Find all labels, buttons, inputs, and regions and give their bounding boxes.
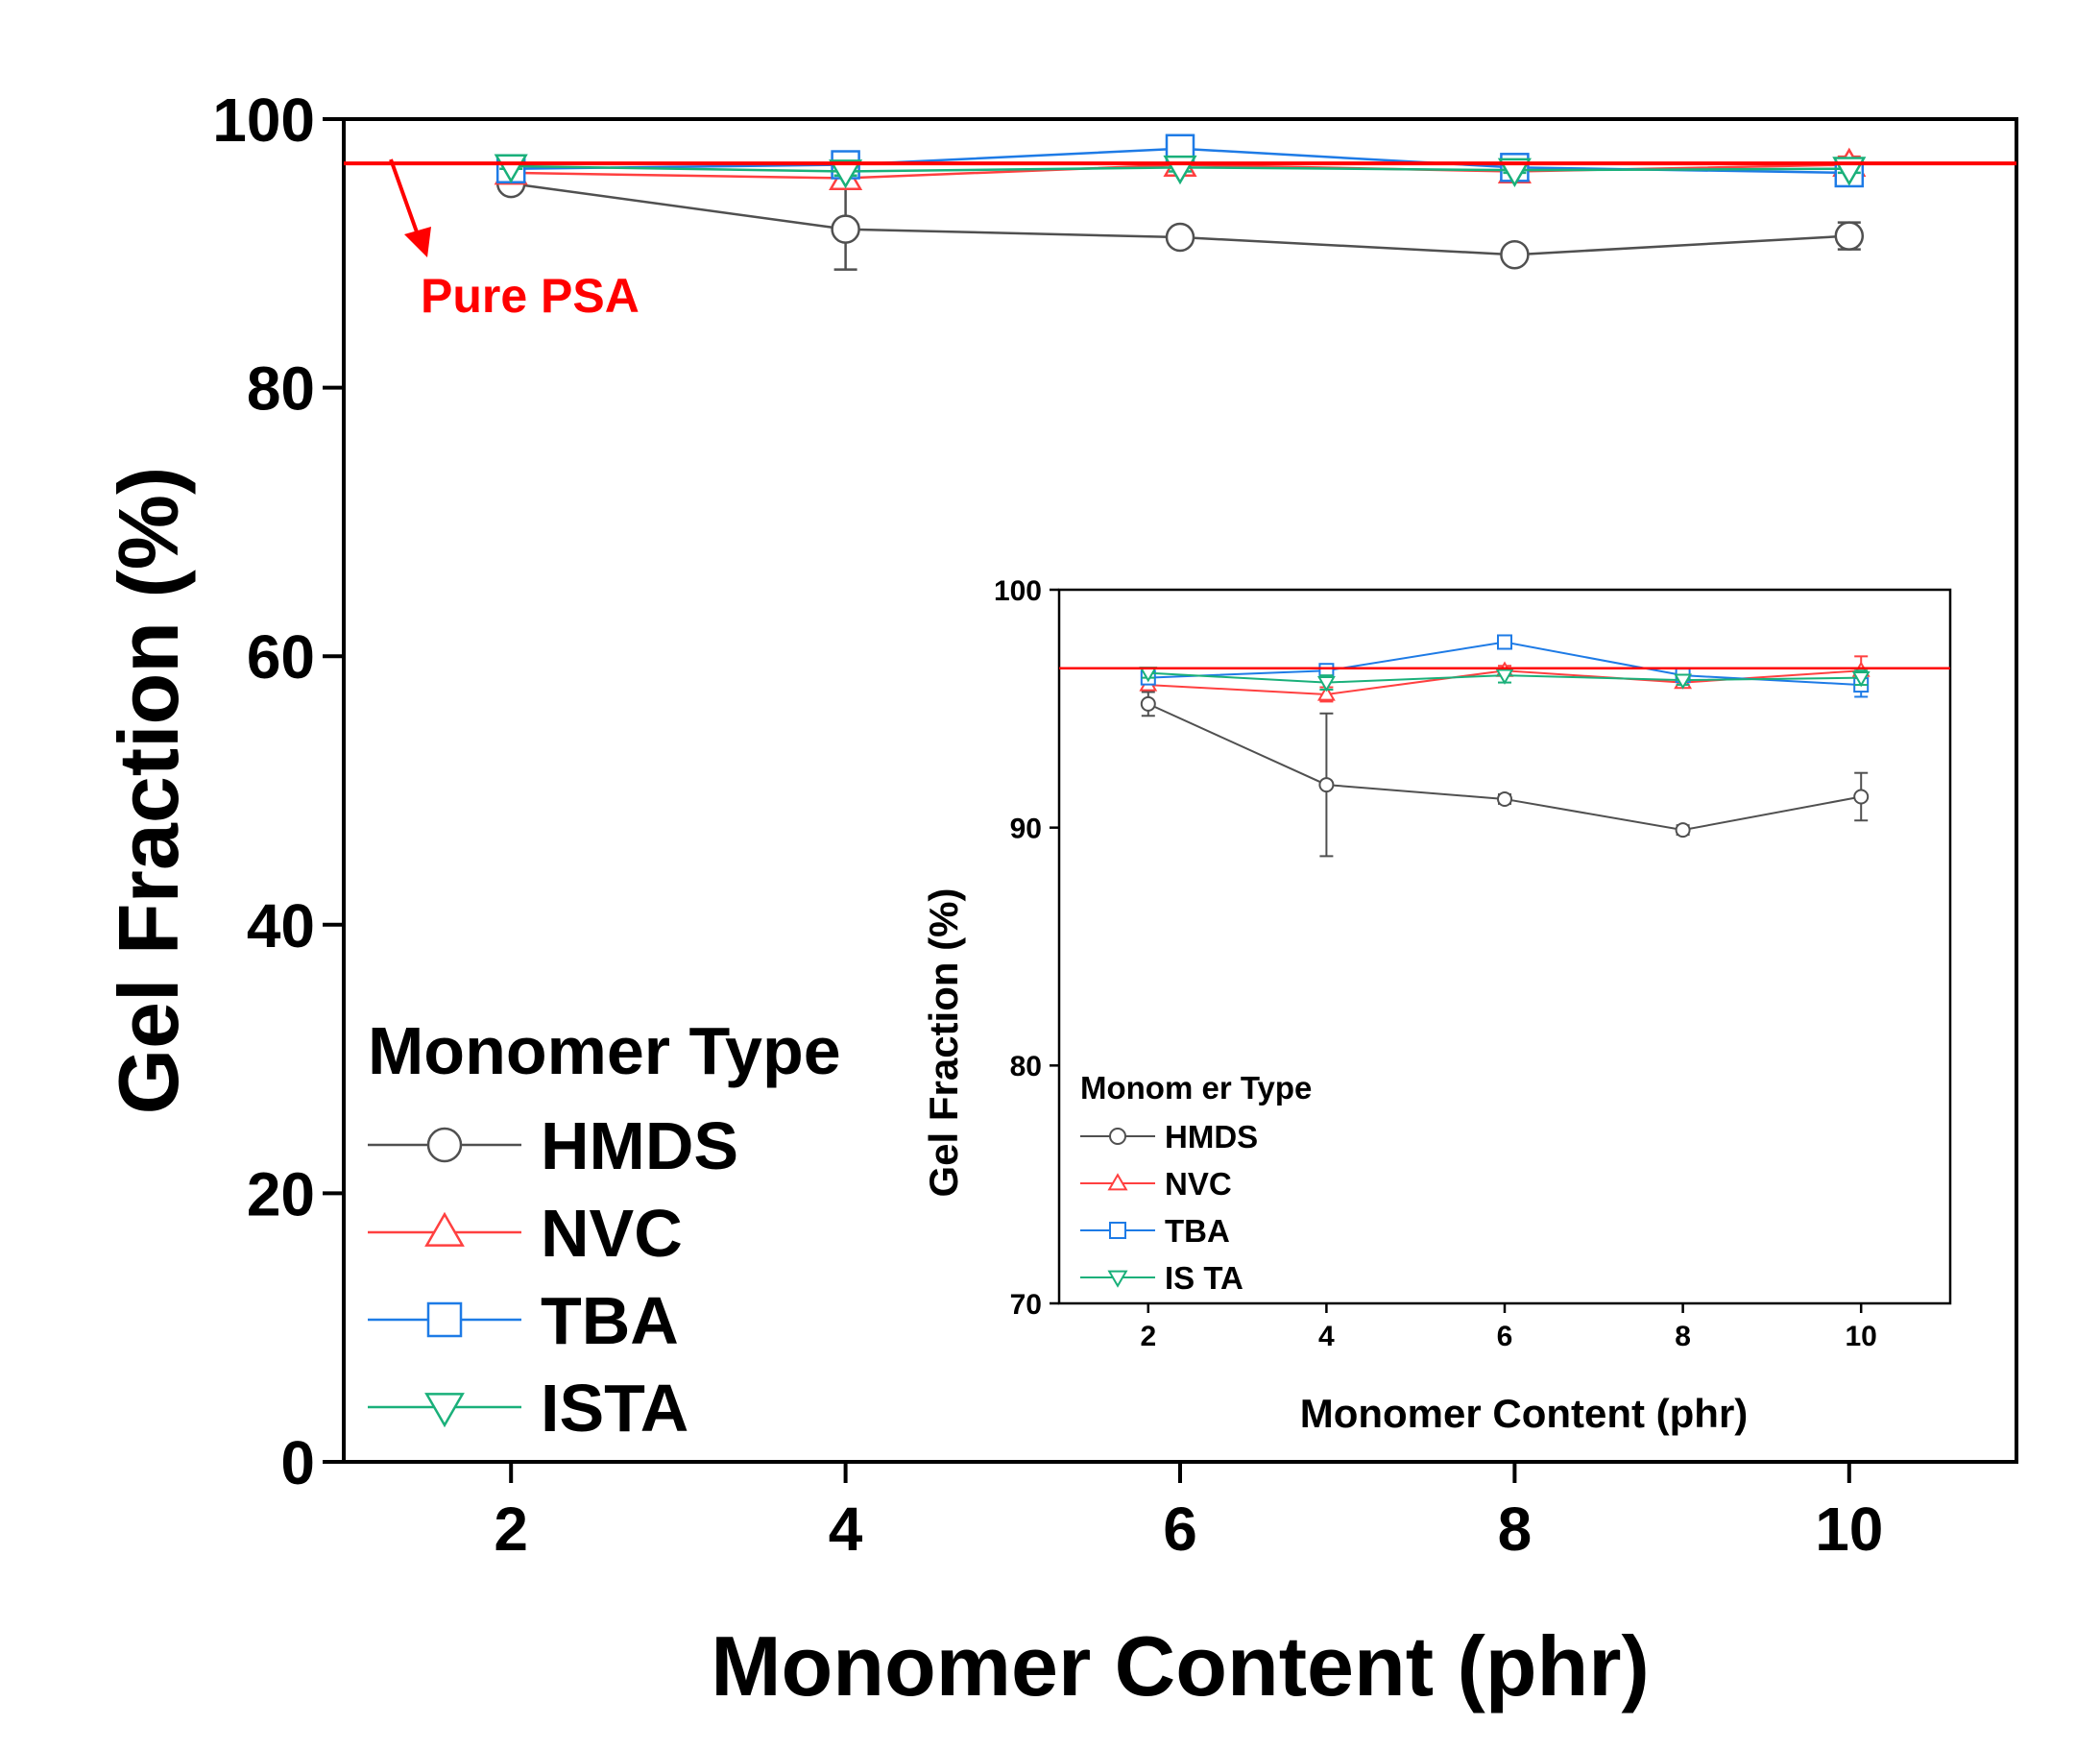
series-hmds (1140, 691, 1870, 858)
data-point-marker (829, 159, 863, 189)
legend-marker (1109, 1128, 1126, 1145)
legend: Monomer Type HMDS NVC TBA ISTA (368, 1013, 841, 1446)
data-point-marker (1497, 158, 1532, 188)
y-tick-label: 60 (247, 622, 315, 692)
x-axis-title: Monomer Content (phr) (711, 1618, 1650, 1714)
data-point-marker (1165, 222, 1195, 253)
y-axis-title: Gel Fraction (%) (921, 887, 966, 1197)
data-point-marker (1834, 221, 1865, 251)
y-tick-label: 40 (247, 891, 315, 960)
legend-marker (1109, 1222, 1126, 1239)
y-tick-label: 80 (1010, 1051, 1042, 1082)
data-point-marker (831, 214, 860, 244)
x-tick-label: 2 (1140, 1321, 1156, 1352)
data-point-marker (1316, 675, 1336, 693)
x-tick-label: 10 (1815, 1495, 1883, 1564)
x-tick-label: 10 (1846, 1321, 1877, 1352)
x-tick-label: 4 (1318, 1321, 1335, 1352)
legend-marker (424, 1393, 465, 1428)
legend-marker (1107, 1173, 1128, 1191)
data-point-marker (1497, 790, 1512, 807)
legend-label: TBA (541, 1283, 679, 1358)
inset-background (1056, 576, 1968, 1450)
x-axis-title: Monomer Content (phr) (1300, 1391, 1749, 1436)
legend-label: NVC (541, 1196, 683, 1271)
legend-label: NVC (1165, 1166, 1232, 1202)
legend: Monom er Type HMDS NVC TBA IS TA (1080, 1070, 1312, 1296)
legend-label: HMDS (1165, 1119, 1258, 1155)
legend-label: TBA (1165, 1213, 1230, 1249)
inset-chart: 70 80 90 100 2 4 6 8 10 Monomer Content (phr) Gel … (921, 575, 1968, 1450)
legend-title: Monom er Type (1080, 1070, 1312, 1106)
legend-label: IS TA (1165, 1260, 1243, 1296)
y-axis-title: Gel Fraction (%) (101, 467, 196, 1115)
legend-marker (424, 1211, 465, 1247)
y-tick-label: 70 (1010, 1289, 1042, 1321)
annotation-label: Pure PSA (421, 269, 640, 323)
legend-marker (426, 1301, 463, 1338)
legend-label: HMDS (541, 1108, 738, 1183)
data-point-marker (1140, 695, 1156, 712)
x-tick-label: 6 (1497, 1321, 1513, 1352)
legend-label: ISTA (541, 1371, 688, 1446)
main-chart: 0 20 40 60 80 100 2 4 6 8 10 Monomer Content (phr) G… (101, 85, 2018, 1714)
data-point-marker (1500, 239, 1530, 270)
data-point-marker (1497, 634, 1512, 650)
legend-marker (426, 1127, 463, 1163)
legend-title: Monomer Type (368, 1013, 841, 1088)
y-tick-label: 100 (212, 85, 315, 155)
y-tick-label: 100 (994, 575, 1042, 607)
y-tick-label: 90 (1010, 813, 1042, 844)
x-tick-label: 8 (1675, 1321, 1691, 1352)
data-point-marker (1851, 671, 1871, 688)
annotation-arrow-head (404, 227, 431, 257)
data-point-marker (1674, 673, 1693, 690)
y-tick-label: 20 (247, 1159, 315, 1228)
data-point-marker (1316, 685, 1336, 701)
data-point-marker (1675, 822, 1691, 839)
pure-psa-annotation: Pure PSA (389, 158, 640, 323)
x-tick-label: 4 (829, 1495, 863, 1564)
data-point-marker (1318, 777, 1335, 793)
data-point-marker (1495, 668, 1514, 685)
annotation-arrow-shaft (389, 158, 422, 241)
y-tick-label: 80 (247, 354, 315, 424)
x-tick-label: 2 (494, 1495, 528, 1564)
legend-marker (1107, 1270, 1128, 1288)
x-tick-label: 8 (1498, 1495, 1533, 1564)
data-point-marker (1853, 789, 1870, 805)
x-tick-label: 6 (1163, 1495, 1197, 1564)
y-tick-label: 0 (280, 1428, 315, 1497)
